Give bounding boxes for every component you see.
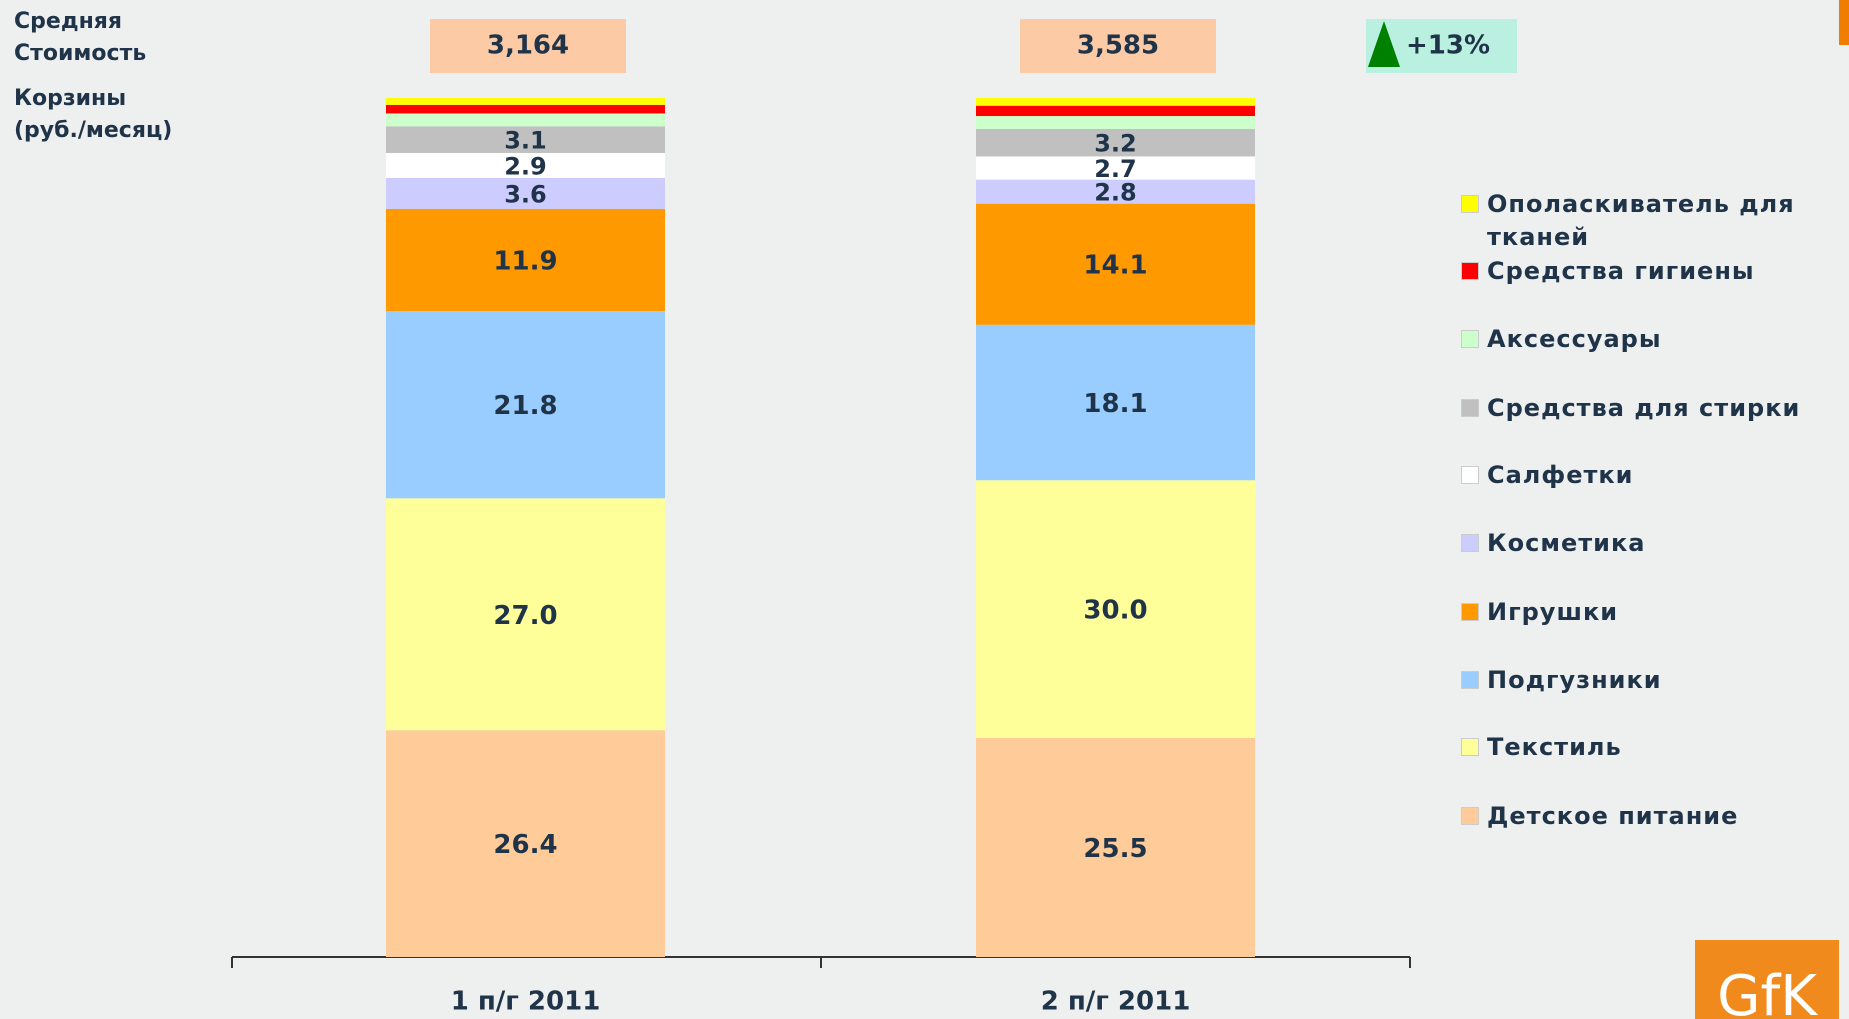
bar-segment xyxy=(976,116,1255,129)
data-label: 3.1 xyxy=(504,127,547,155)
logo: GfK xyxy=(1717,964,1818,1019)
chart-title: Корзины xyxy=(14,86,126,111)
legend-item: Косметика xyxy=(1461,527,1839,560)
data-label: 25.5 xyxy=(1083,834,1147,864)
bar-segment xyxy=(386,208,665,312)
bar-segment xyxy=(976,128,1255,157)
legend-label: Средства для стирки xyxy=(1487,394,1801,422)
data-label: 2.8 xyxy=(1094,179,1137,207)
bar-segment xyxy=(976,179,1255,204)
legend-label: Косметика xyxy=(1487,529,1646,557)
legend-swatch xyxy=(1461,466,1479,484)
bar-segment xyxy=(386,177,665,209)
legend-item: Средства гигиены xyxy=(1461,255,1839,288)
legend-swatch xyxy=(1461,534,1479,552)
legend-label: Средства гигиены xyxy=(1487,257,1755,285)
legend-item: Салфетки xyxy=(1461,459,1839,492)
legend-item: Аксессуары xyxy=(1461,323,1839,356)
data-label: 27.0 xyxy=(493,601,557,631)
legend-item: Средства для стирки xyxy=(1461,392,1839,425)
data-label: 18.1 xyxy=(1083,389,1147,419)
legend-item: Детское питание xyxy=(1461,800,1839,833)
legend-label: Подгузники xyxy=(1487,666,1662,694)
change-label: +13% xyxy=(1406,31,1490,61)
bar-segment xyxy=(386,311,665,499)
data-label: 2.7 xyxy=(1094,155,1137,183)
data-label: 14.1 xyxy=(1083,251,1147,281)
legend-label: Текстиль xyxy=(1487,733,1622,761)
x-tick-label: 2 п/г 2011 xyxy=(1041,987,1191,1017)
data-label: 2.9 xyxy=(504,152,547,180)
bar-segment xyxy=(976,98,1255,106)
change-arrow xyxy=(1368,21,1400,67)
legend-item: Подгузники xyxy=(1461,664,1839,697)
bar-segment xyxy=(976,480,1255,738)
x-tick-label: 1 п/г 2011 xyxy=(451,987,601,1017)
data-label: 11.9 xyxy=(493,246,557,276)
legend-swatch xyxy=(1461,399,1479,417)
bar-segment xyxy=(386,730,665,957)
legend-label: Аксессуары xyxy=(1487,325,1662,353)
legend-item: Ополаскиватель для тканей xyxy=(1461,188,1839,254)
bar-segment xyxy=(976,737,1255,957)
bar-segment xyxy=(976,203,1255,325)
legend-swatch xyxy=(1461,738,1479,756)
legend-label: Игрушки xyxy=(1487,598,1619,626)
legend-swatch xyxy=(1461,330,1479,348)
total-box xyxy=(1020,19,1216,73)
bar-segment xyxy=(386,113,665,127)
total-label: 3,164 xyxy=(487,31,569,61)
legend-item: Текстиль xyxy=(1461,731,1839,764)
bar-segment xyxy=(386,152,665,178)
bar-segment xyxy=(976,324,1255,481)
corner-mark xyxy=(1839,0,1849,45)
data-label: 3.6 xyxy=(504,180,547,208)
bar-segment xyxy=(386,126,665,153)
data-label: 3.2 xyxy=(1094,130,1137,158)
logo-box xyxy=(1695,940,1839,1019)
legend-label: Ополаскиватель для тканей xyxy=(1487,190,1795,251)
legend-swatch xyxy=(1461,807,1479,825)
chart-title: Средняя xyxy=(14,9,122,34)
bar-segment xyxy=(386,98,665,105)
data-label: 30.0 xyxy=(1083,596,1147,626)
legend-swatch xyxy=(1461,195,1479,213)
bar-segment xyxy=(386,498,665,731)
legend-label: Салфетки xyxy=(1487,461,1634,489)
legend-item: Игрушки xyxy=(1461,596,1839,629)
bar-segment xyxy=(976,105,1255,117)
legend-swatch xyxy=(1461,262,1479,280)
total-label: 3,585 xyxy=(1077,31,1159,61)
chart-title: (руб./месяц) xyxy=(14,118,172,143)
legend-swatch xyxy=(1461,603,1479,621)
total-box xyxy=(430,19,626,73)
legend-swatch xyxy=(1461,671,1479,689)
legend-label: Детское питание xyxy=(1487,802,1739,830)
bar-segment xyxy=(386,104,665,114)
data-label: 21.8 xyxy=(493,391,557,421)
data-label: 26.4 xyxy=(493,830,557,860)
chart-title: Стоимость xyxy=(14,41,146,66)
bar-segment xyxy=(976,156,1255,180)
